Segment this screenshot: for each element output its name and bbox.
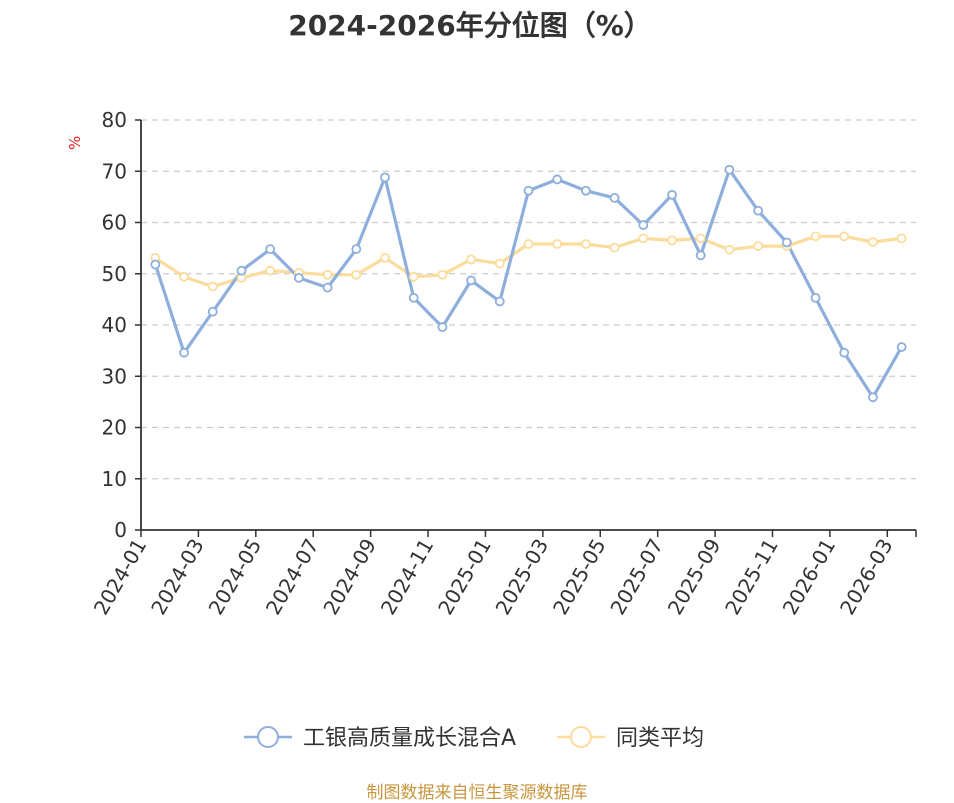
data-point[interactable] [523,239,534,249]
x-tick-label: 2025-03 [491,535,554,619]
y-tick-label: 0 [114,518,127,542]
x-tick-label: 2024-09 [318,535,381,619]
data-point[interactable] [322,269,333,280]
y-tick-label: 30 [102,364,127,388]
data-point[interactable] [667,235,677,246]
data-point[interactable] [466,275,476,286]
legend-marker [570,726,592,748]
data-source-note: 制图数据来自恒生聚源数据库 [366,783,588,803]
data-point[interactable] [638,233,649,244]
legend: 工银高质量成长混合A 同类平均 [244,726,704,751]
x-tick-label: 2024-05 [204,535,267,619]
x-tick-label: 2026-03 [835,535,898,619]
gridlines [141,119,916,480]
y-tick-label: 70 [102,159,127,183]
y-tick-label: 60 [102,211,127,235]
data-point[interactable] [896,342,907,352]
data-point[interactable] [523,185,534,196]
data-point[interactable] [695,233,706,244]
data-point[interactable] [150,259,161,270]
data-point[interactable] [380,172,390,183]
data-point[interactable] [207,281,218,292]
y-tick-label: 80 [102,108,127,132]
data-point[interactable] [581,185,591,196]
data-point[interactable] [494,296,505,307]
data-point[interactable] [552,239,563,249]
y-tick-label: 40 [102,313,127,337]
legend-label[interactable]: 同类平均 [616,726,704,751]
x-tick-label: 2025-01 [433,535,496,619]
data-point[interactable] [552,174,563,185]
chart-title: 2024-2026年分位图（%） [288,9,652,42]
data-point[interactable] [179,271,189,282]
data-point[interactable] [810,292,821,303]
data-point[interactable] [839,231,850,242]
data-point[interactable] [437,269,448,280]
legend-label[interactable]: 工银高质量成长混合A [303,726,516,751]
data-point[interactable] [179,347,189,358]
data-point[interactable] [408,271,419,282]
data-point[interactable] [380,252,390,263]
data-point[interactable] [667,189,677,200]
data-point[interactable] [581,239,591,249]
legend-marker [257,726,279,748]
data-point[interactable] [724,244,735,255]
x-tick-label: 2024-07 [261,535,324,619]
data-point[interactable] [351,244,362,255]
x-ticks: 2024-012024-032024-052024-072024-092024-… [89,530,917,619]
data-point[interactable] [265,265,276,276]
data-point[interactable] [494,258,505,269]
x-tick-label: 2024-11 [376,535,439,619]
data-point[interactable] [839,347,850,358]
data-point[interactable] [466,254,476,265]
x-tick-label: 2025-07 [605,535,668,619]
data-point[interactable] [638,220,649,230]
data-point[interactable] [236,265,247,276]
data-point[interactable] [207,306,218,317]
x-tick-label: 2024-01 [89,535,152,619]
data-point[interactable] [896,233,907,244]
data-point[interactable] [351,269,362,280]
y-tick-label: 50 [102,262,127,286]
data-point[interactable] [868,237,878,247]
x-tick-label: 2024-03 [146,535,209,619]
data-point[interactable] [408,292,419,303]
x-tick-label: 2025-05 [548,535,611,619]
data-point[interactable] [695,250,706,261]
data-point[interactable] [609,242,620,253]
data-point[interactable] [753,205,764,216]
y-tick-label: 20 [102,416,127,440]
data-point[interactable] [753,241,764,251]
data-point[interactable] [322,282,333,293]
data-point[interactable] [868,392,878,403]
x-tick-label: 2025-11 [720,535,783,619]
series-lines [153,168,903,399]
x-tick-label: 2026-01 [778,535,841,619]
data-point[interactable] [265,244,276,255]
data-point[interactable] [609,192,620,203]
series-line-0 [153,168,903,399]
y-tick-label: 10 [102,467,127,491]
data-point[interactable] [293,272,304,283]
data-point[interactable] [810,231,821,242]
data-point[interactable] [724,164,735,175]
series-points [150,164,907,403]
data-point[interactable] [437,322,448,332]
data-point[interactable] [781,237,792,248]
y-ticks: 0 10 20 30 40 50 60 70 80 [102,108,141,542]
x-tick-label: 2025-09 [663,535,726,619]
